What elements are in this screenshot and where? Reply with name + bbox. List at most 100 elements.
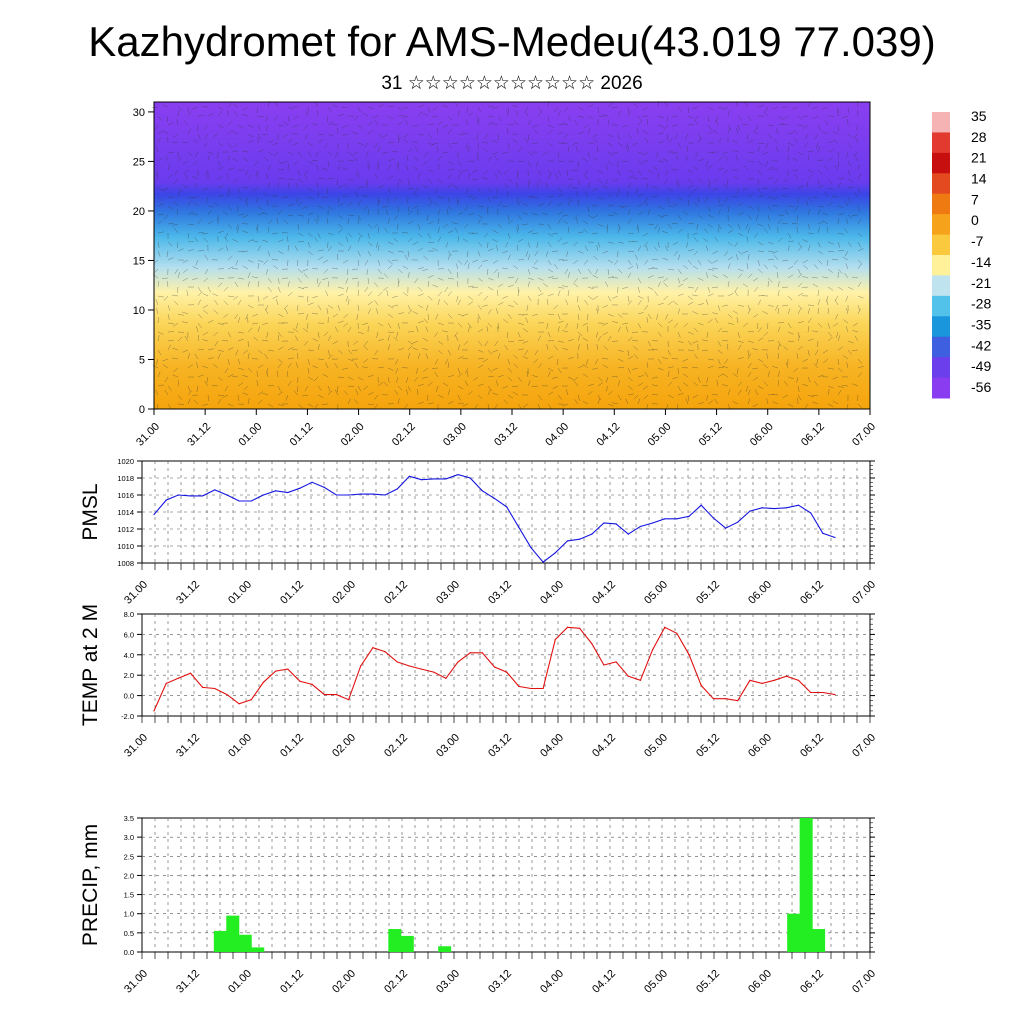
pmsl-point [566,540,569,542]
colorbar-label: -49 [971,358,991,374]
temp-point [177,677,179,679]
x-tick-label: 06.00 [748,421,776,449]
temp-point [384,651,386,653]
colorbar-swatch [932,193,950,215]
temp-point [469,652,471,654]
colorbar-label: -28 [971,296,991,312]
x-tick-label: 05.00 [642,732,670,760]
x-tick-label: 05.12 [694,579,722,607]
precip-bar [787,913,801,952]
x-tick-label: 07.00 [850,968,878,996]
x-tick-label: 31.00 [122,732,150,760]
temp-point [810,691,812,694]
pmsl-point [639,525,642,528]
y-tick-label: 0.5 [124,929,134,938]
pmsl-point [202,495,204,497]
y-tick-label: 5 [139,354,145,366]
x-tick-label: 06.12 [798,732,826,760]
precip-bar [438,946,452,952]
precip-bar [251,947,265,952]
pmsl-point [664,518,666,520]
chart-title: Kazhydromet for AMS-Medeu(43.019 77.039) [88,18,936,65]
x-tick-label: 05.12 [694,732,722,760]
pmsl-point [554,552,556,554]
colorbar-swatch [932,316,950,338]
pmsl-point [226,494,228,496]
pmsl-point [627,533,629,535]
x-tick-label: 06.00 [746,968,774,996]
temp-point [700,684,702,687]
y-tick-label: 1.5 [124,891,134,900]
temp-point [676,632,678,634]
temp-point [299,680,301,682]
pmsl-point [481,490,483,492]
grid [142,818,870,952]
precip-bar [400,935,414,952]
x-tick-label: 01.12 [278,968,306,996]
temp-point [360,665,362,667]
pmsl-point [651,522,654,524]
temp-point [287,668,289,670]
x-tick-label: 31.12 [174,968,202,996]
temp-point [566,626,569,628]
pmsl-point [408,475,410,477]
x-tick-label: 04.12 [590,732,618,760]
precip-bar [213,930,227,952]
pmsl-point [737,521,739,523]
x-tick-label: 04.00 [538,579,566,607]
colorbar-swatch [932,377,950,399]
y-tick-label: 1010 [117,542,134,551]
x-tick-label: 04.12 [594,421,622,449]
x-tick-label: 31.00 [122,579,150,607]
colorbar-swatch [932,275,950,297]
pmsl-point [262,494,265,496]
pmsl-point [724,527,727,529]
y-axis-label: PRECIP, mm [79,824,102,946]
pmsl-point [214,489,216,491]
temp-point [420,668,423,670]
colorbar-swatch [932,152,950,174]
x-tick-label: 01.00 [226,968,254,996]
pmsl-point [335,494,338,496]
pmsl-point [579,538,581,540]
temp-point [347,699,350,701]
x-tick-label: 02.12 [390,421,418,449]
x-tick-label: 31.12 [174,579,202,607]
temp-point [493,666,496,668]
temp-point [396,661,398,663]
colorbar-swatch [932,173,950,195]
x-tick-label: 05.00 [642,968,670,996]
pmsl-point [372,493,374,495]
temp-point [530,687,532,690]
temp-point [651,649,654,651]
pmsl-point [603,522,605,524]
y-tick-label: 15 [133,255,145,267]
y-tick-label: 2.0 [124,871,134,880]
temp-point [591,642,593,645]
pmsl-point [457,474,459,476]
pmsl-panel: 1008 1010 1012 1014 1016 1018 1020 31.00 31.12 01… [79,457,878,607]
pmsl-point [384,494,386,496]
y-tick-label: 30 [133,107,145,119]
y-tick-label: 10 [133,305,145,317]
temp-point [737,700,739,702]
temp-point [822,691,824,694]
pmsl-point [773,508,775,510]
temp-point [639,679,642,681]
temp-point [579,627,581,629]
pmsl-point [700,504,702,506]
temp-point [664,626,666,628]
pmsl-point [250,500,252,502]
wind-barbs [151,100,864,411]
colorbar-label: 14 [971,171,987,187]
pmsl-point [238,500,240,502]
x-tick-label: 01.12 [288,421,316,449]
pmsl-point [591,533,593,535]
x-tick-label: 06.12 [799,421,827,449]
y-tick-label: 1020 [117,457,134,466]
colorbar-label: -56 [971,379,991,395]
pmsl-point [785,507,787,509]
temp-point [761,682,763,684]
pmsl-point [493,497,496,499]
pmsl-point [189,495,192,497]
